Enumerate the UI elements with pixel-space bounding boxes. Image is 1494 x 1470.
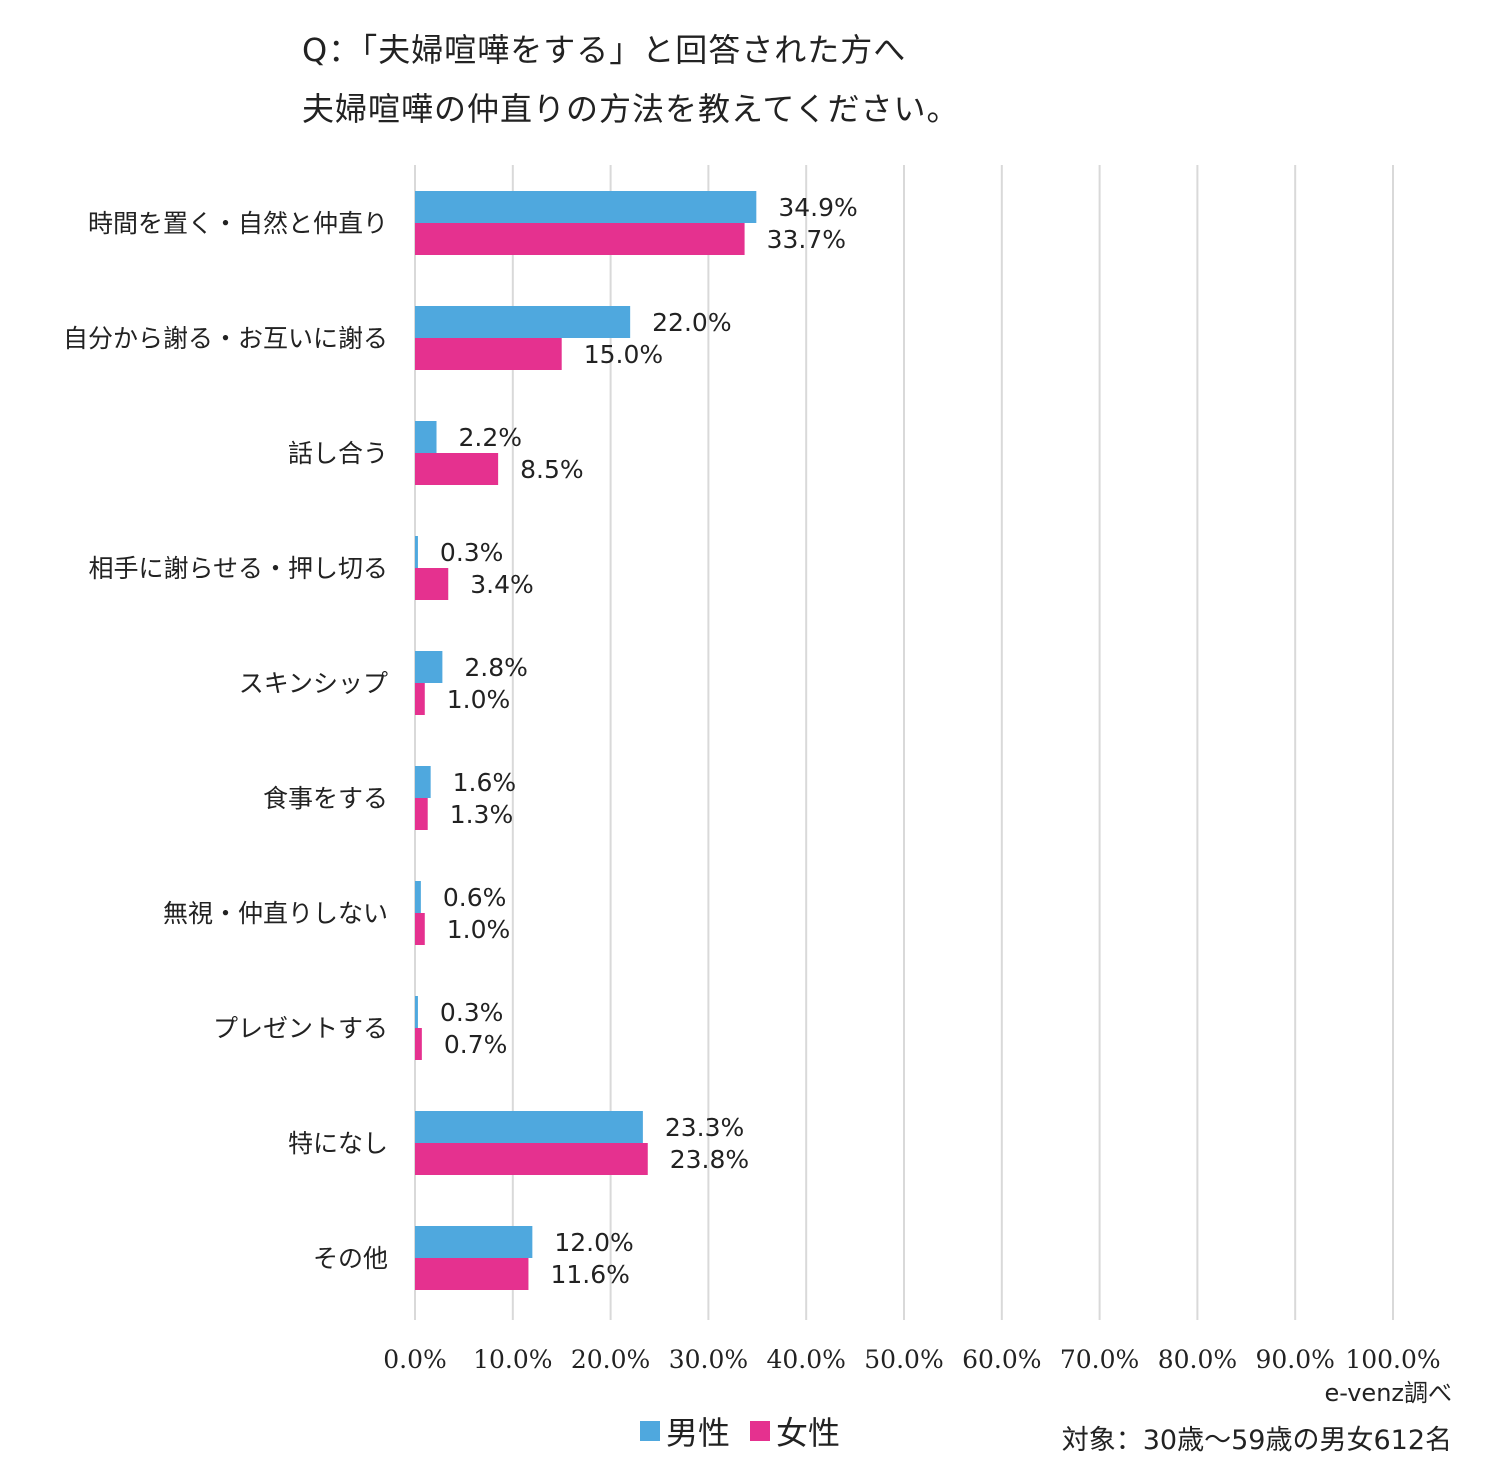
x-tick-label: 20.0% [571, 1345, 650, 1374]
data-label-male: 0.6% [443, 883, 507, 912]
category-label: 相手に謝らせる・押し切る [88, 554, 388, 583]
x-tick-label: 60.0% [962, 1345, 1041, 1374]
data-label-female: 33.7% [767, 225, 846, 254]
source-note: e-venz調べ [1324, 1379, 1452, 1407]
bar-female [415, 683, 425, 715]
data-label-male: 34.9% [778, 193, 857, 222]
legend-item-male: 男性 [640, 1408, 730, 1454]
data-label-female: 0.7% [444, 1030, 508, 1059]
bar-female [415, 338, 562, 370]
legend-item-female: 女性 [750, 1408, 840, 1454]
category-label: 話し合う [288, 439, 388, 468]
category-label: 特になし [288, 1129, 388, 1158]
bar-male [415, 881, 421, 913]
data-label-male: 2.2% [459, 423, 523, 452]
bar-female [415, 1258, 529, 1290]
data-label-female: 1.0% [447, 685, 511, 714]
bar-female [415, 1143, 648, 1175]
data-label-female: 1.3% [450, 800, 514, 829]
category-label: その他 [313, 1244, 388, 1273]
bar-female [415, 913, 425, 945]
x-tick-label: 80.0% [1158, 1345, 1237, 1374]
bar-female [415, 798, 428, 830]
bar-male [415, 1111, 643, 1143]
x-tick-label: 40.0% [766, 1345, 845, 1374]
bar-female [415, 223, 745, 255]
x-tick-label: 0.0% [383, 1345, 447, 1374]
x-tick-label: 90.0% [1255, 1345, 1334, 1374]
bar-male [415, 996, 418, 1028]
data-label-male: 22.0% [652, 308, 731, 337]
data-label-male: 2.8% [464, 653, 528, 682]
legend-label-female: 女性 [776, 1414, 841, 1452]
category-label: プレゼントする [213, 1014, 388, 1043]
bar-male [415, 1226, 533, 1258]
x-tick-label: 30.0% [669, 1345, 748, 1374]
bar-male [415, 421, 437, 453]
data-label-female: 3.4% [470, 570, 534, 599]
category-label: スキンシップ [239, 669, 388, 698]
bar-male [415, 766, 431, 798]
bar-female [415, 568, 449, 600]
data-label-male: 12.0% [554, 1228, 633, 1257]
legend: 男性 女性 [640, 1408, 860, 1454]
bar-male [415, 651, 443, 683]
chart-title-line-1: Q：「夫婦喧嘩をする」と回答された方へ [302, 31, 907, 69]
x-tick-label: 50.0% [864, 1345, 943, 1374]
category-label: 食事をする [263, 784, 388, 813]
data-label-female: 23.8% [670, 1145, 749, 1174]
data-label-female: 1.0% [447, 915, 511, 944]
category-label: 自分から謝る・お互いに謝る [63, 324, 388, 353]
category-label: 無視・仲直りしない [163, 899, 388, 928]
data-label-male: 0.3% [440, 538, 504, 567]
x-tick-label: 100.0% [1345, 1345, 1440, 1374]
data-label-male: 1.6% [453, 768, 517, 797]
chart-title-line-2: 夫婦喧嘩の仲直りの方法を教えてください。 [302, 90, 960, 128]
legend-swatch-female [750, 1421, 771, 1441]
legend-swatch-male [640, 1421, 660, 1441]
legend-label-male: 男性 [666, 1414, 731, 1452]
data-label-male: 0.3% [440, 998, 504, 1027]
data-label-female: 11.6% [550, 1260, 629, 1289]
data-label-female: 15.0% [584, 340, 663, 369]
x-tick-label: 10.0% [473, 1345, 552, 1374]
bar-male [415, 306, 631, 338]
category-label: 時間を置く・自然と仲直り [88, 209, 388, 238]
data-label-female: 8.5% [520, 455, 584, 484]
data-label-male: 23.3% [665, 1113, 744, 1142]
bar-female [415, 1028, 422, 1060]
bar-female [415, 453, 499, 485]
bar-male [415, 191, 757, 223]
bar-male [415, 536, 418, 568]
x-tick-label: 70.0% [1060, 1345, 1139, 1374]
target-note: 対象：30歳～59歳の男女612名 [1061, 1425, 1452, 1456]
